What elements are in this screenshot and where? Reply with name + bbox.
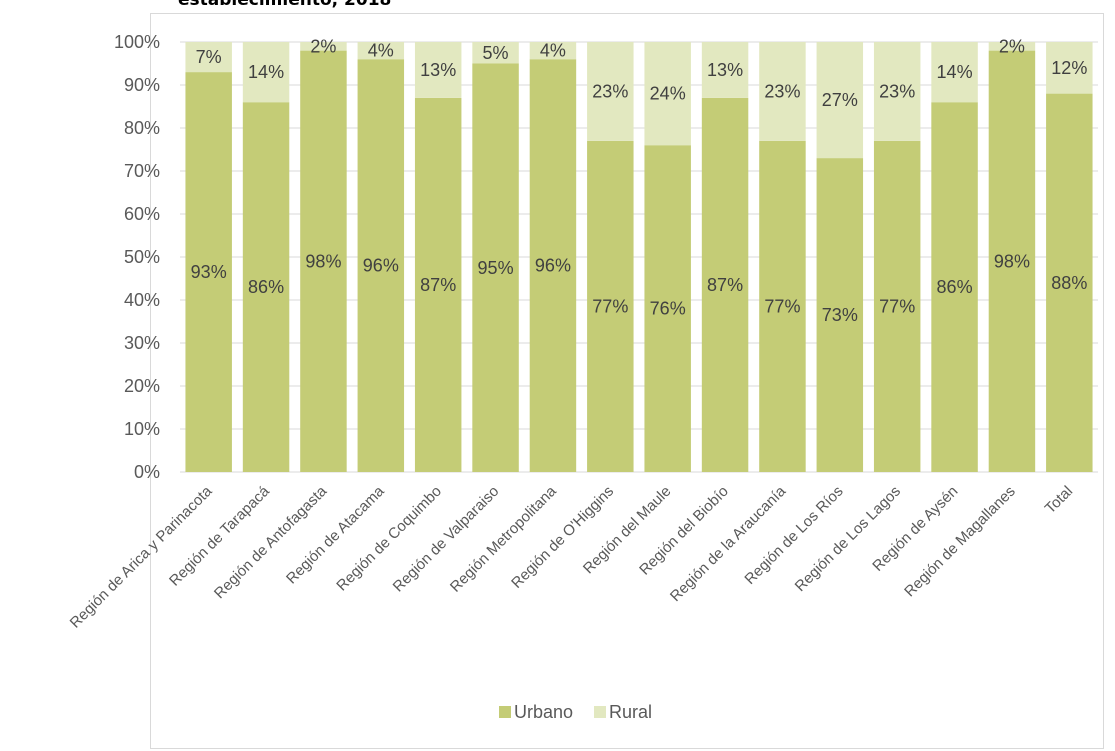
- legend-label: Urbano: [514, 702, 573, 722]
- data-label-rural: 7%: [196, 47, 222, 67]
- bar-urbano: [357, 59, 405, 472]
- bar-rural: [931, 42, 978, 103]
- data-label-rural: 14%: [937, 62, 973, 82]
- bar-rural: [300, 42, 347, 51]
- bar-rural: [988, 42, 1036, 51]
- bar-rural: [185, 42, 232, 73]
- bar-rural: [644, 42, 691, 146]
- bar-urbano: [529, 59, 577, 472]
- bar-rural: [414, 42, 462, 98]
- bar-urbano: [472, 63, 519, 472]
- bar-rural: [587, 42, 634, 141]
- data-label-urbano: 96%: [535, 256, 571, 276]
- bar-urbano: [587, 140, 634, 472]
- y-tick-label: 40%: [124, 290, 160, 310]
- bar-rural: [1046, 42, 1093, 94]
- data-label-urbano: 98%: [994, 251, 1030, 271]
- chart-title: establecimiento, 2018: [178, 0, 391, 10]
- bar-urbano: [185, 72, 232, 472]
- bar-urbano: [873, 140, 921, 472]
- legend: Urbano Rural: [499, 702, 652, 722]
- y-tick-label: 10%: [124, 419, 160, 439]
- bar-urbano: [414, 97, 462, 473]
- data-label-urbano: 88%: [1051, 273, 1087, 293]
- data-label-rural: 4%: [540, 41, 566, 61]
- y-tick-label: 0%: [134, 462, 160, 482]
- bar-rural: [759, 42, 806, 141]
- data-label-urbano: 86%: [248, 277, 284, 297]
- data-label-rural: 13%: [420, 60, 456, 80]
- bar-rural: [472, 42, 519, 64]
- data-label-rural: 12%: [1051, 58, 1087, 78]
- legend-swatch: [499, 706, 511, 718]
- y-tick-label: 50%: [124, 247, 160, 267]
- y-axis: 0% 10% 20% 30% 40% 50% 60% 70% 80% 90% 100%: [114, 32, 160, 482]
- bar-urbano: [988, 50, 1036, 472]
- data-label-urbano: 86%: [937, 277, 973, 297]
- data-label-urbano: 93%: [191, 262, 227, 282]
- data-label-rural: 23%: [764, 81, 800, 101]
- data-label-urbano: 77%: [879, 296, 915, 316]
- data-label-rural: 23%: [879, 81, 915, 101]
- data-label-urbano: 87%: [420, 275, 456, 295]
- data-label-urbano: 76%: [650, 299, 686, 319]
- bar-urbano: [931, 102, 978, 472]
- data-label-urbano: 77%: [764, 296, 800, 316]
- data-label-urbano: 87%: [707, 275, 743, 295]
- bar-rural: [242, 42, 290, 103]
- data-label-rural: 2%: [310, 36, 336, 56]
- bar-rural: [873, 42, 921, 141]
- bar-rural: [701, 42, 749, 98]
- data-label-rural: 2%: [999, 36, 1025, 56]
- bars: [185, 42, 1093, 473]
- y-tick-label: 20%: [124, 376, 160, 396]
- bar-urbano: [701, 97, 749, 473]
- data-label-urbano: 96%: [363, 256, 399, 276]
- y-tick-label: 90%: [124, 75, 160, 95]
- data-label-urbano: 95%: [478, 258, 514, 278]
- legend-label: Rural: [609, 702, 652, 722]
- data-label-urbano: 98%: [305, 251, 341, 271]
- data-label-rural: 13%: [707, 60, 743, 80]
- y-tick-label: 100%: [114, 32, 160, 52]
- y-tick-label: 80%: [124, 118, 160, 138]
- data-label-urbano: 73%: [822, 305, 858, 325]
- bar-urbano: [242, 102, 290, 472]
- y-tick-label: 30%: [124, 333, 160, 353]
- data-label-rural: 4%: [368, 41, 394, 61]
- bar-rural: [357, 42, 405, 60]
- data-label-rural: 14%: [248, 62, 284, 82]
- data-labels: 93% 7% 86% 14% 98% 2% 96% 4% 87% 13% 95% 5% 96% 4% 77%…: [191, 36, 1088, 325]
- data-label-rural: 23%: [592, 81, 628, 101]
- bar-urbano: [300, 50, 347, 472]
- data-label-rural: 27%: [822, 90, 858, 110]
- data-label-urbano: 77%: [592, 296, 628, 316]
- data-label-rural: 24%: [650, 84, 686, 104]
- legend-swatch: [594, 706, 606, 718]
- y-tick-label: 70%: [124, 161, 160, 181]
- bar-rural: [529, 42, 577, 60]
- bar-urbano: [759, 140, 806, 472]
- bar-rural: [816, 42, 864, 159]
- data-label-rural: 5%: [483, 43, 509, 63]
- bar-urbano: [816, 158, 864, 472]
- y-tick-label: 60%: [124, 204, 160, 224]
- bar-urbano: [1046, 93, 1093, 472]
- bar-urbano: [644, 145, 691, 472]
